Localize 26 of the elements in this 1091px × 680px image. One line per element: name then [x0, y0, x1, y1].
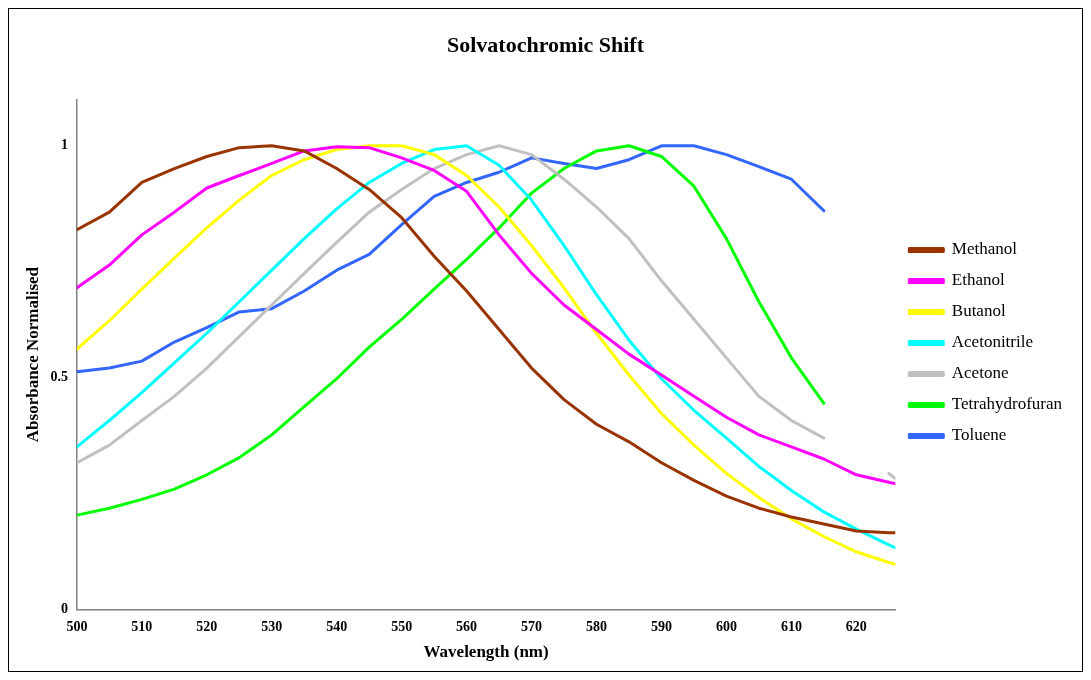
legend-label: Toluene: [951, 425, 1007, 445]
y-tick-label: 0.5: [50, 369, 68, 385]
legend-label: Methanol: [951, 239, 1018, 259]
x-tick-label: 620: [845, 618, 867, 634]
legend-label: Acetone: [951, 363, 1009, 383]
x-tick-label: 560: [456, 618, 478, 634]
x-tick-label: 590: [650, 618, 672, 634]
x-tick-label: 540: [326, 618, 348, 634]
y-tick-label: 1: [60, 137, 68, 153]
x-tick-label: 570: [521, 618, 543, 634]
x-tick-label: 510: [131, 618, 153, 634]
x-axis-title: Wavelength (nm): [423, 642, 549, 662]
x-tick-label: 500: [66, 618, 88, 634]
legend-label: Tetrahydrofuran: [951, 394, 1063, 414]
x-tick-label: 600: [715, 618, 737, 634]
x-tick-label: 520: [196, 618, 218, 634]
x-tick-label: 580: [586, 618, 608, 634]
y-axis-title: Absorbance Normalised: [22, 266, 42, 443]
x-tick-label: 610: [780, 618, 802, 634]
x-tick-label: 550: [391, 618, 413, 634]
legend-label: Butanol: [951, 301, 1006, 321]
legend-label: Acetonitrile: [951, 332, 1033, 352]
chart-title: Solvatochromic Shift: [447, 31, 645, 57]
x-tick-label: 530: [261, 618, 283, 634]
legend-label: Ethanol: [951, 270, 1005, 290]
y-tick-label: 0: [60, 601, 68, 617]
